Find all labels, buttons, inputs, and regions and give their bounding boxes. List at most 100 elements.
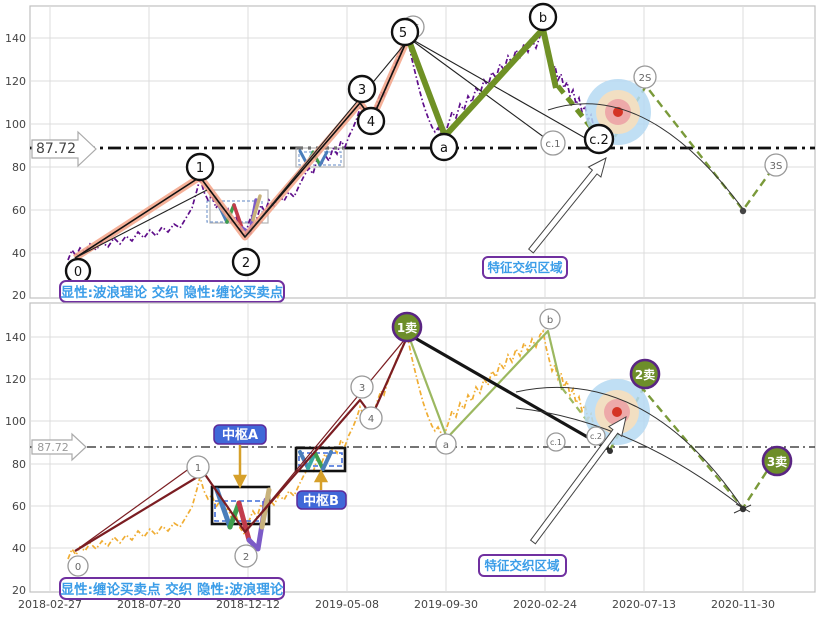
wave-label-b-bottom: b bbox=[547, 315, 553, 326]
sell-point-circle-2S bbox=[633, 65, 657, 89]
sell-point-circle-3S bbox=[764, 153, 788, 177]
wave-circle-1-bottom bbox=[186, 455, 210, 479]
wave-label-1: 1 bbox=[196, 161, 204, 176]
y-tick: 120 bbox=[5, 373, 26, 386]
sell-point-label-2S: 2S bbox=[639, 73, 652, 84]
wave-label-1-bottom: 1 bbox=[195, 463, 201, 474]
x-axis: 2018-02-27 2018-07-20 2018-12-12 2019-05… bbox=[18, 598, 775, 611]
wave-label-c2-bottom: c.2 bbox=[590, 432, 602, 441]
zone-label-top: 特征交织区域 bbox=[487, 260, 563, 275]
caption-text-bottom: 显性:缠论买卖点 交织 隐性:波浪理论 bbox=[61, 581, 284, 598]
price-tag-value-bottom: 87.72 bbox=[37, 441, 69, 454]
pivot-B-callout: 中枢B bbox=[296, 469, 347, 510]
wave-circle-4 bbox=[356, 106, 386, 136]
wave-label-3-bottom: 3 bbox=[359, 383, 365, 394]
caption-top: 显性:波浪理论 交织 隐性:缠论买卖点 bbox=[59, 280, 285, 303]
arc-curve-top bbox=[547, 103, 744, 210]
hidden-pivot-range-1 bbox=[206, 200, 263, 223]
sell1-to-c2-line bbox=[407, 332, 611, 452]
wave-label-2: 2 bbox=[242, 256, 250, 271]
price-line-bottom bbox=[67, 328, 609, 560]
wave-labels-bottom: 0 1 2 3 4 a b c.1 c.2 bbox=[67, 308, 606, 577]
top-panel: 140 120 100 80 60 40 20 bbox=[5, 2, 816, 303]
x-tick: 2018-02-27 bbox=[18, 598, 82, 611]
x-tick: 2018-12-12 bbox=[216, 598, 280, 611]
x-tick: 2020-02-24 bbox=[513, 598, 577, 611]
y-tick: 80 bbox=[12, 161, 26, 174]
abc-correction-line bbox=[405, 26, 559, 139]
wave-label-0: 0 bbox=[74, 265, 82, 280]
channel-line-bottom-1 bbox=[74, 462, 198, 552]
y-tick: 100 bbox=[5, 118, 26, 131]
price-tag-bottom: 87.72 bbox=[31, 432, 87, 462]
y-tick: 140 bbox=[5, 331, 26, 344]
wave-circle-5 bbox=[390, 17, 420, 47]
x-tick: 2019-09-30 bbox=[414, 598, 478, 611]
wave-label-5: 5 bbox=[399, 26, 407, 41]
pivot-range-B bbox=[298, 452, 343, 467]
sell-label-1: 1卖 bbox=[397, 320, 417, 335]
pivot-A-label: 中枢A bbox=[222, 427, 258, 443]
wave-circle-c2-bottom bbox=[586, 426, 606, 446]
wave-label-c1: c.1 bbox=[545, 139, 560, 150]
bottom-y-axis: 140 120 100 80 60 40 20 bbox=[5, 331, 26, 597]
wave-circle-c1-bottom bbox=[546, 432, 566, 452]
sell-circle-2 bbox=[629, 358, 661, 390]
caption-bottom: 显性:缠论买卖点 交织 隐性:波浪理论 bbox=[59, 577, 285, 600]
y-tick: 60 bbox=[12, 204, 26, 217]
channel-line-1 bbox=[74, 189, 208, 259]
projection-line-5-c1 bbox=[405, 35, 557, 147]
projection-line-5-c2 bbox=[405, 35, 602, 148]
y-tick: 100 bbox=[5, 415, 26, 428]
wave-circle-c1 bbox=[540, 130, 566, 156]
forecast-path-top bbox=[606, 83, 772, 213]
wave-label-c2: c.2 bbox=[589, 133, 609, 148]
caption-text-top: 显性:波浪理论 交织 隐性:缠论买卖点 bbox=[61, 284, 284, 301]
price-tag-top: 87.72 bbox=[31, 130, 97, 168]
arc-curve-bottom-2 bbox=[515, 407, 743, 508]
wave-label-c1-bottom: c.1 bbox=[550, 438, 562, 447]
low-dot-marker bbox=[733, 503, 752, 514]
wave-labels-top: 1S 0 1 2 3 4 5 a b c.1 c.2 2S 3S bbox=[64, 2, 788, 285]
sell-label-2: 2卖 bbox=[635, 367, 655, 382]
bottom-panel: 140 120 100 80 60 40 20 bbox=[5, 302, 816, 600]
wave-circle-2 bbox=[231, 247, 261, 277]
wave-circle-3-bottom bbox=[350, 375, 374, 399]
channel-line-bottom-2 bbox=[244, 337, 407, 533]
y-tick: 20 bbox=[12, 289, 26, 302]
top-y-axis: 140 120 100 80 60 40 20 bbox=[5, 32, 26, 302]
sell-circle-3 bbox=[761, 445, 793, 477]
y-tick: 40 bbox=[12, 542, 26, 555]
wave-label-4-bottom: 4 bbox=[368, 414, 374, 425]
arc-curve-bottom-1 bbox=[515, 386, 743, 508]
wave-circle-1 bbox=[185, 152, 215, 182]
y-tick: 40 bbox=[12, 247, 26, 260]
y-tick: 140 bbox=[5, 32, 26, 45]
wave-circle-c2 bbox=[583, 123, 615, 155]
wave-circle-3 bbox=[347, 74, 377, 104]
wave-label-a-bottom: a bbox=[443, 440, 449, 451]
c2-dot-bottom bbox=[607, 448, 613, 454]
y-tick: 120 bbox=[5, 75, 26, 88]
x-tick: 2020-11-30 bbox=[711, 598, 775, 611]
x-tick: 2018-07-20 bbox=[117, 598, 181, 611]
forecast-low-dot-top bbox=[739, 207, 747, 215]
y-tick: 60 bbox=[12, 500, 26, 513]
y-tick: 20 bbox=[12, 584, 26, 597]
wave-circle-0-bottom bbox=[67, 555, 89, 577]
sell-point-label-3S: 3S bbox=[770, 161, 783, 172]
wave-circle-a-bottom bbox=[435, 433, 457, 455]
pivot-B-label: 中枢B bbox=[303, 493, 339, 509]
zone-callout-bottom: 特征交织区域 bbox=[478, 554, 567, 577]
sell-circle-1 bbox=[391, 311, 423, 343]
wave-circle-2-bottom bbox=[234, 544, 258, 568]
wave-label-a: a bbox=[440, 141, 448, 156]
pivot-A-callout: 中枢A bbox=[213, 424, 267, 489]
x-tick: 2019-05-08 bbox=[315, 598, 379, 611]
wave-label-3: 3 bbox=[358, 83, 366, 98]
zone-label-bottom: 特征交织区域 bbox=[484, 558, 560, 573]
x-tick: 2020-07-13 bbox=[612, 598, 676, 611]
price-tag-value-top: 87.72 bbox=[36, 141, 76, 157]
top-plot-area bbox=[29, 5, 816, 299]
